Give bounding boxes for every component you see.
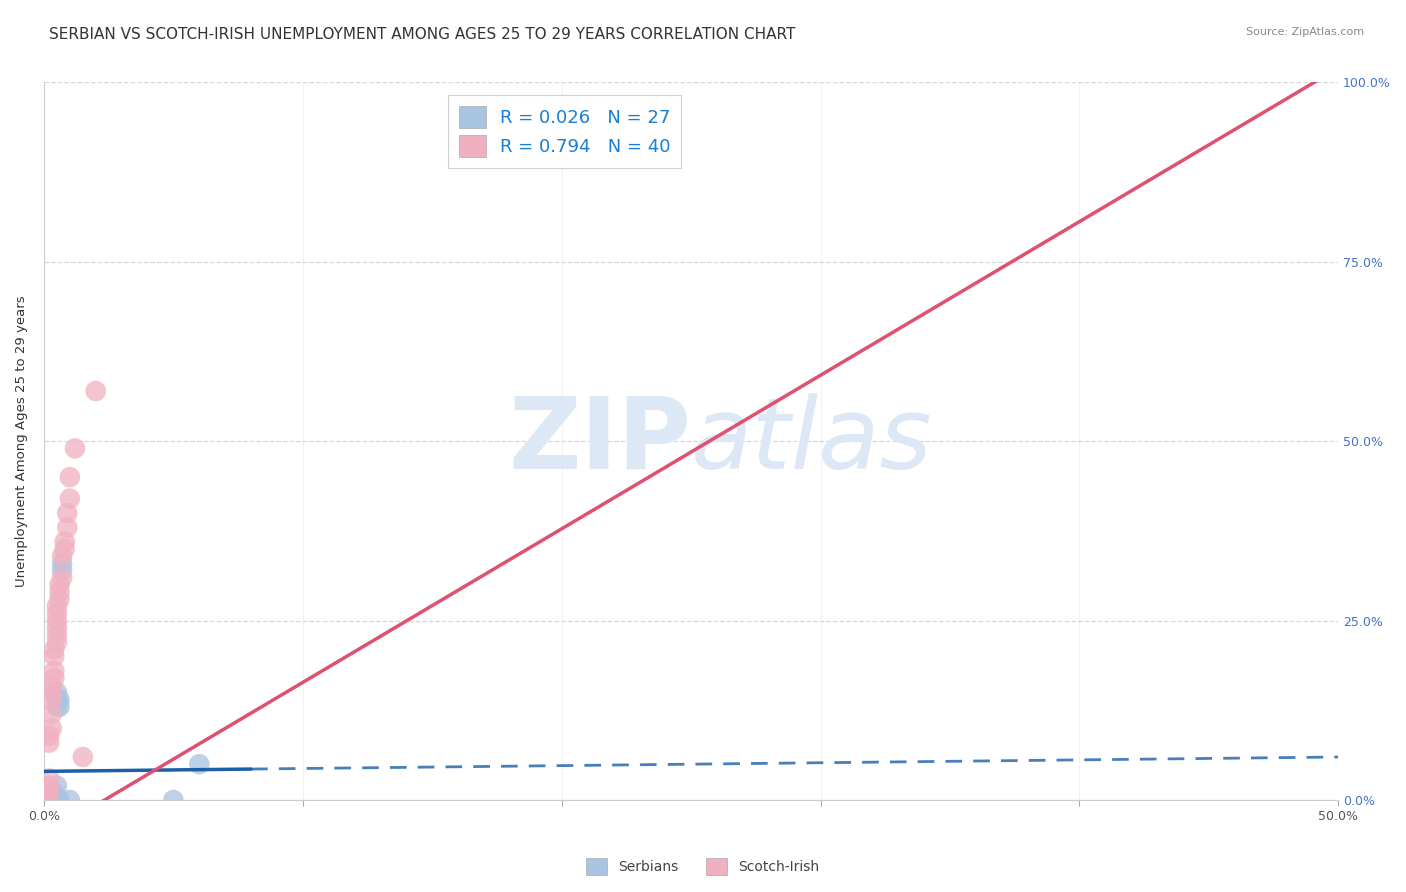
Point [38, 772, 60, 786]
Point [38, 729, 60, 743]
Point [41, 721, 63, 735]
Point [188, 757, 211, 772]
Point [45, 599, 67, 614]
Point [38, 793, 60, 807]
Point [48, 578, 70, 592]
Point [38, 793, 60, 807]
Point [32, 793, 55, 807]
Point [32, 793, 55, 807]
Point [41, 786, 63, 800]
Point [45, 779, 67, 793]
Point [51, 563, 73, 577]
Point [72, 750, 94, 764]
Point [51, 549, 73, 563]
Point [38, 779, 60, 793]
Point [59, 793, 82, 807]
Point [56, 506, 79, 520]
Point [45, 614, 67, 628]
Point [48, 699, 70, 714]
Point [32, 793, 55, 807]
Point [45, 685, 67, 699]
Point [41, 793, 63, 807]
Point [38, 793, 60, 807]
Point [35, 786, 58, 800]
Point [35, 793, 58, 807]
Text: ZIP: ZIP [508, 392, 692, 490]
Legend: R = 0.026   N = 27, R = 0.794   N = 40: R = 0.026 N = 27, R = 0.794 N = 40 [447, 95, 682, 168]
Point [44, 793, 66, 807]
Point [32, 793, 55, 807]
Point [45, 628, 67, 642]
Point [32, 786, 55, 800]
Point [84, 384, 107, 398]
Point [53, 541, 76, 556]
Point [41, 706, 63, 721]
Point [41, 692, 63, 706]
Point [38, 786, 60, 800]
Point [38, 736, 60, 750]
Point [48, 692, 70, 706]
Point [44, 786, 66, 800]
Point [41, 685, 63, 699]
Point [44, 642, 66, 657]
Point [162, 793, 184, 807]
Point [45, 621, 67, 635]
Point [53, 534, 76, 549]
Point [45, 699, 67, 714]
Point [51, 556, 73, 570]
Point [59, 470, 82, 484]
Point [44, 649, 66, 664]
Point [48, 793, 70, 807]
Point [45, 793, 67, 807]
Text: Source: ZipAtlas.com: Source: ZipAtlas.com [1246, 27, 1364, 37]
Point [45, 692, 67, 706]
Point [51, 571, 73, 585]
Point [59, 491, 82, 506]
Point [44, 671, 66, 685]
Y-axis label: Unemployment Among Ages 25 to 29 years: Unemployment Among Ages 25 to 29 years [15, 295, 28, 587]
Point [48, 592, 70, 607]
Text: SERBIAN VS SCOTCH-IRISH UNEMPLOYMENT AMONG AGES 25 TO 29 YEARS CORRELATION CHART: SERBIAN VS SCOTCH-IRISH UNEMPLOYMENT AMO… [49, 27, 796, 42]
Point [32, 793, 55, 807]
Legend: Serbians, Scotch-Irish: Serbians, Scotch-Irish [581, 853, 825, 880]
Point [41, 678, 63, 692]
Point [45, 607, 67, 621]
Point [32, 793, 55, 807]
Point [48, 793, 70, 807]
Point [32, 793, 55, 807]
Point [56, 520, 79, 534]
Point [45, 635, 67, 649]
Point [48, 585, 70, 599]
Point [63, 442, 86, 456]
Point [35, 786, 58, 800]
Point [44, 664, 66, 678]
Text: atlas: atlas [692, 392, 932, 490]
Point [41, 793, 63, 807]
